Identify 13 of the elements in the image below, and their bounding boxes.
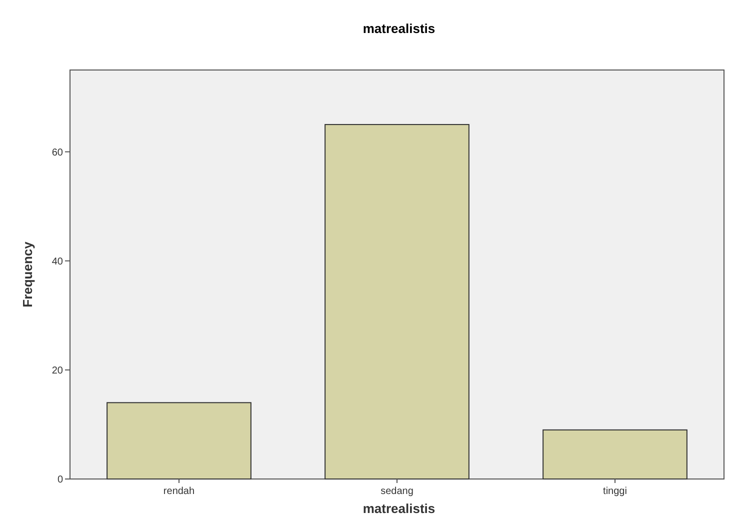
- y-axis-title: Frequency: [20, 240, 35, 308]
- y-tick-label: 60: [52, 147, 64, 158]
- x-tick-label: sedang: [380, 486, 414, 497]
- y-tick-label: 40: [52, 256, 64, 268]
- x-axis-title: matrealistis: [362, 501, 436, 516]
- bar: [542, 429, 688, 480]
- chart-title: matrealistis: [362, 21, 436, 36]
- bar: [106, 402, 252, 480]
- bar: [324, 124, 470, 480]
- x-tick-label: tinggi: [603, 486, 627, 497]
- x-tick-label: rendah: [163, 486, 195, 497]
- y-tick-label: 20: [52, 365, 64, 376]
- y-tick-label: 0: [57, 474, 64, 486]
